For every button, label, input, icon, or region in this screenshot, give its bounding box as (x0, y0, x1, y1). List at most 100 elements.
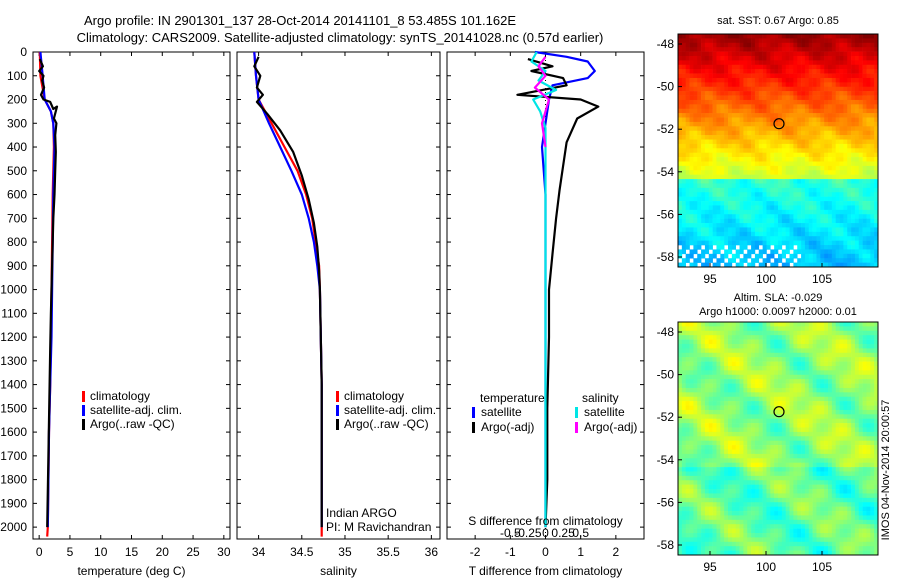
map-pixel (793, 484, 798, 490)
map-pixel (731, 209, 736, 215)
map-pixel (847, 34, 852, 39)
map-pixel (870, 170, 875, 175)
map-pixel (766, 401, 771, 406)
map-pixel (693, 187, 698, 193)
map-pixel (847, 471, 852, 477)
map-pixel (735, 187, 740, 193)
map-pixel (870, 427, 875, 433)
map-pixel (712, 335, 717, 340)
map-pixel (835, 236, 840, 241)
map-pixel (716, 179, 721, 184)
map-pixel (693, 152, 698, 158)
map-pixel (735, 95, 740, 101)
map-pixel (793, 38, 798, 44)
map-pixel (704, 143, 710, 149)
map-pixel (758, 82, 763, 88)
map-pixel (678, 370, 683, 376)
map-pixel (824, 157, 829, 162)
map-pixel (731, 387, 736, 393)
map-pixel (862, 427, 867, 433)
map-pixel (839, 440, 844, 446)
map-pixel (781, 387, 786, 393)
map-pixel (747, 108, 752, 114)
map-pixel (851, 148, 856, 153)
map-pixel (712, 383, 717, 389)
map-pixel (681, 401, 686, 406)
map-pixel (781, 205, 786, 211)
map-pixel (781, 148, 786, 153)
map-pixel (701, 209, 706, 215)
map-pixel (720, 423, 725, 428)
map-pixel (743, 95, 748, 101)
map-pixel (870, 348, 875, 354)
map-pixel (681, 77, 686, 83)
map-pixel (697, 387, 702, 393)
map-pixel (820, 223, 825, 228)
map-pixel (847, 427, 852, 433)
map-pixel (808, 126, 813, 132)
map-pixel (704, 130, 710, 136)
map-pixel (747, 86, 752, 92)
map-pixel (801, 383, 806, 389)
map-pixel (766, 445, 771, 450)
map-pixel (770, 113, 775, 118)
map-pixel (731, 379, 736, 384)
map-pixel (781, 223, 786, 228)
map-pixel (862, 108, 867, 114)
map-pixel (762, 436, 767, 441)
map-pixel (701, 370, 706, 376)
map-pixel (870, 258, 875, 263)
map-pixel (739, 205, 744, 211)
map-pixel (781, 135, 786, 140)
map-pixel (712, 475, 717, 481)
map-pixel (728, 348, 733, 354)
map-pixel (739, 436, 744, 441)
map-pixel (743, 47, 748, 52)
map-pixel (828, 205, 833, 211)
map-pixel (828, 484, 833, 490)
map-pixel (862, 55, 867, 61)
map-pixel (843, 374, 848, 380)
map-pixel (774, 95, 779, 101)
map-pixel (724, 99, 729, 105)
map-pixel (862, 249, 867, 255)
map-pixel (778, 47, 783, 52)
map-pixel (789, 77, 794, 83)
map-pixel (874, 262, 879, 268)
map-pixel (866, 453, 871, 459)
map-pixel (839, 352, 844, 358)
map-pixel (712, 170, 717, 175)
map-pixel (785, 148, 790, 153)
map-pixel (812, 253, 817, 259)
map-pixel (824, 383, 829, 389)
map-pixel (704, 467, 710, 472)
map-pixel (801, 196, 806, 202)
map-pixel (770, 236, 775, 241)
map-pixel (851, 55, 856, 61)
map-pixel (716, 427, 721, 433)
map-pixel (854, 339, 860, 345)
map-pixel (793, 253, 798, 259)
map-pixel (770, 64, 775, 70)
map-pixel (701, 462, 706, 468)
map-pixel (870, 335, 875, 340)
map-pixel (735, 471, 740, 477)
map-pixel (835, 47, 840, 52)
map-pixel (874, 322, 879, 327)
map-pixel (731, 231, 736, 237)
map-pixel (712, 152, 717, 158)
map-pixel (781, 262, 786, 268)
map-pixel (870, 95, 875, 101)
map-pixel (701, 480, 706, 485)
map-pixel (678, 139, 683, 145)
map-pixel (758, 95, 763, 101)
map-pixel (870, 165, 875, 171)
map-pixel (801, 82, 806, 88)
map-pixel (835, 157, 840, 162)
map-pixel (770, 51, 775, 57)
map-pixel (801, 183, 806, 189)
map-pixel (689, 104, 694, 110)
map-pixel (820, 471, 825, 477)
map-pixel (743, 467, 748, 472)
map-pixel (835, 343, 840, 349)
